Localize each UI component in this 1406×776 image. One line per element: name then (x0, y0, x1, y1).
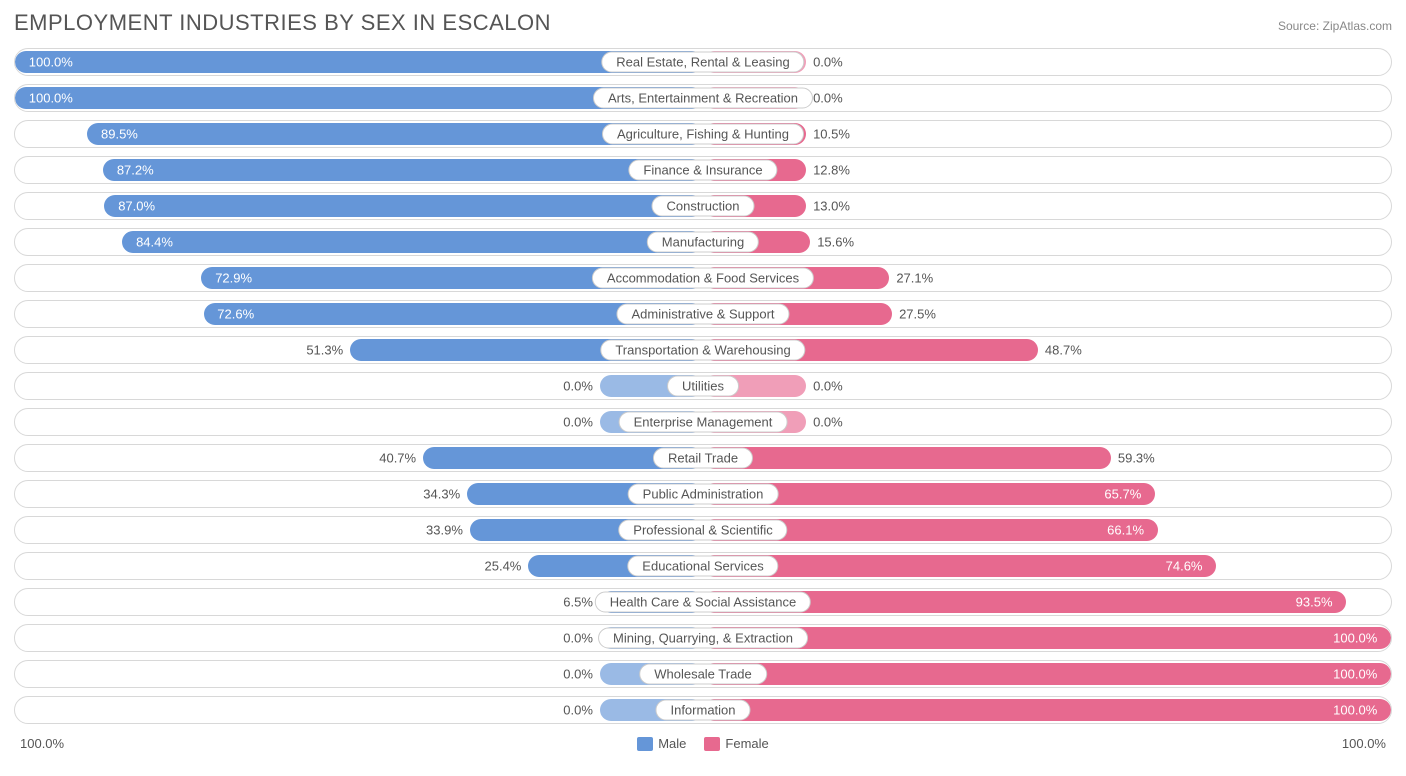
category-label: Enterprise Management (619, 412, 788, 433)
category-label: Mining, Quarrying, & Extraction (598, 628, 808, 649)
male-pct-label: 51.3% (306, 343, 343, 358)
axis-left-label: 100.0% (20, 736, 64, 751)
category-label: Utilities (667, 376, 739, 397)
category-label: Arts, Entertainment & Recreation (593, 88, 813, 109)
male-pct-label: 0.0% (563, 703, 593, 718)
chart-row: 6.5% 93.5% Health Care & Social Assistance (14, 588, 1392, 616)
category-label: Retail Trade (653, 448, 753, 469)
chart-row: 34.3% 65.7% Public Administration (14, 480, 1392, 508)
chart-row: 84.4% 15.6% Manufacturing (14, 228, 1392, 256)
male-pct-label: 40.7% (379, 451, 416, 466)
chart-row: 87.2% 12.8% Finance & Insurance (14, 156, 1392, 184)
legend-male-label: Male (658, 736, 686, 751)
category-label: Accommodation & Food Services (592, 268, 814, 289)
female-pct-label: 93.5% (1296, 595, 1333, 610)
female-pct-label: 66.1% (1107, 523, 1144, 538)
male-pct-label: 87.0% (118, 199, 155, 214)
chart-header: EMPLOYMENT INDUSTRIES BY SEX IN ESCALON … (14, 10, 1392, 36)
category-label: Professional & Scientific (618, 520, 787, 541)
category-label: Administrative & Support (616, 304, 789, 325)
chart-row: 100.0% 0.0% Real Estate, Rental & Leasing (14, 48, 1392, 76)
female-pct-label: 100.0% (1333, 703, 1377, 718)
male-pct-label: 89.5% (101, 127, 138, 142)
male-bar (103, 159, 703, 181)
chart-row: 72.9% 27.1% Accommodation & Food Services (14, 264, 1392, 292)
female-pct-label: 0.0% (813, 91, 843, 106)
female-bar (703, 555, 1216, 577)
chart-row: 0.0% 100.0% Mining, Quarrying, & Extractio… (14, 624, 1392, 652)
male-pct-label: 0.0% (563, 415, 593, 430)
legend-female: Female (704, 736, 768, 751)
chart-source: Source: ZipAtlas.com (1278, 19, 1392, 33)
chart-legend: Male Female (637, 736, 769, 751)
category-label: Agriculture, Fishing & Hunting (602, 124, 804, 145)
category-label: Transportation & Warehousing (600, 340, 805, 361)
female-pct-label: 27.1% (896, 271, 933, 286)
female-pct-label: 15.6% (817, 235, 854, 250)
legend-female-label: Female (725, 736, 768, 751)
category-label: Manufacturing (647, 232, 759, 253)
chart-row: 89.5% 10.5% Agriculture, Fishing & Hunting (14, 120, 1392, 148)
category-label: Information (655, 700, 750, 721)
female-swatch-icon (704, 737, 720, 751)
female-pct-label: 0.0% (813, 415, 843, 430)
male-pct-label: 34.3% (423, 487, 460, 502)
male-bar (122, 231, 703, 253)
male-pct-label: 100.0% (29, 91, 73, 106)
chart-row: 33.9% 66.1% Professional & Scientific (14, 516, 1392, 544)
legend-male: Male (637, 736, 686, 751)
female-pct-label: 100.0% (1333, 631, 1377, 646)
chart-row: 40.7% 59.3% Retail Trade (14, 444, 1392, 472)
male-bar (104, 195, 703, 217)
male-pct-label: 72.9% (215, 271, 252, 286)
category-label: Finance & Insurance (628, 160, 777, 181)
male-pct-label: 100.0% (29, 55, 73, 70)
male-pct-label: 25.4% (485, 559, 522, 574)
chart-axis: 100.0% Male Female 100.0% (14, 732, 1392, 751)
category-label: Wholesale Trade (639, 664, 767, 685)
female-bar (703, 447, 1111, 469)
male-pct-label: 84.4% (136, 235, 173, 250)
male-pct-label: 72.6% (217, 307, 254, 322)
chart-row: 87.0% 13.0% Construction (14, 192, 1392, 220)
category-label: Construction (652, 196, 755, 217)
chart-row: 25.4% 74.6% Educational Services (14, 552, 1392, 580)
chart-row: 0.0% 0.0% Enterprise Management (14, 408, 1392, 436)
axis-right-label: 100.0% (1342, 736, 1386, 751)
female-bar (703, 699, 1391, 721)
chart-row: 51.3% 48.7% Transportation & Warehousing (14, 336, 1392, 364)
category-label: Educational Services (627, 556, 778, 577)
chart-row: 0.0% 100.0% Information (14, 696, 1392, 724)
female-pct-label: 59.3% (1118, 451, 1155, 466)
category-label: Real Estate, Rental & Leasing (601, 52, 804, 73)
female-pct-label: 65.7% (1104, 487, 1141, 502)
chart-title: EMPLOYMENT INDUSTRIES BY SEX IN ESCALON (14, 10, 551, 36)
category-label: Public Administration (628, 484, 779, 505)
chart-row: 100.0% 0.0%Arts, Entertainment & Recreati… (14, 84, 1392, 112)
male-swatch-icon (637, 737, 653, 751)
female-pct-label: 13.0% (813, 199, 850, 214)
female-pct-label: 48.7% (1045, 343, 1082, 358)
female-pct-label: 100.0% (1333, 667, 1377, 682)
female-pct-label: 0.0% (813, 379, 843, 394)
female-pct-label: 74.6% (1166, 559, 1203, 574)
female-bar (703, 663, 1391, 685)
male-pct-label: 87.2% (117, 163, 154, 178)
category-label: Health Care & Social Assistance (595, 592, 811, 613)
male-pct-label: 0.0% (563, 667, 593, 682)
chart-row: 0.0% 100.0% Wholesale Trade (14, 660, 1392, 688)
male-pct-label: 33.9% (426, 523, 463, 538)
diverging-bar-chart: 100.0%0.0%Real Estate, Rental & Leasing1… (14, 48, 1392, 724)
chart-row: 72.6% 27.5% Administrative & Support (14, 300, 1392, 328)
female-pct-label: 27.5% (899, 307, 936, 322)
male-bar (15, 51, 703, 73)
female-pct-label: 10.5% (813, 127, 850, 142)
female-pct-label: 0.0% (813, 55, 843, 70)
female-pct-label: 12.8% (813, 163, 850, 178)
male-pct-label: 6.5% (563, 595, 593, 610)
male-pct-label: 0.0% (563, 631, 593, 646)
male-pct-label: 0.0% (563, 379, 593, 394)
chart-row: 0.0% 0.0% Utilities (14, 372, 1392, 400)
